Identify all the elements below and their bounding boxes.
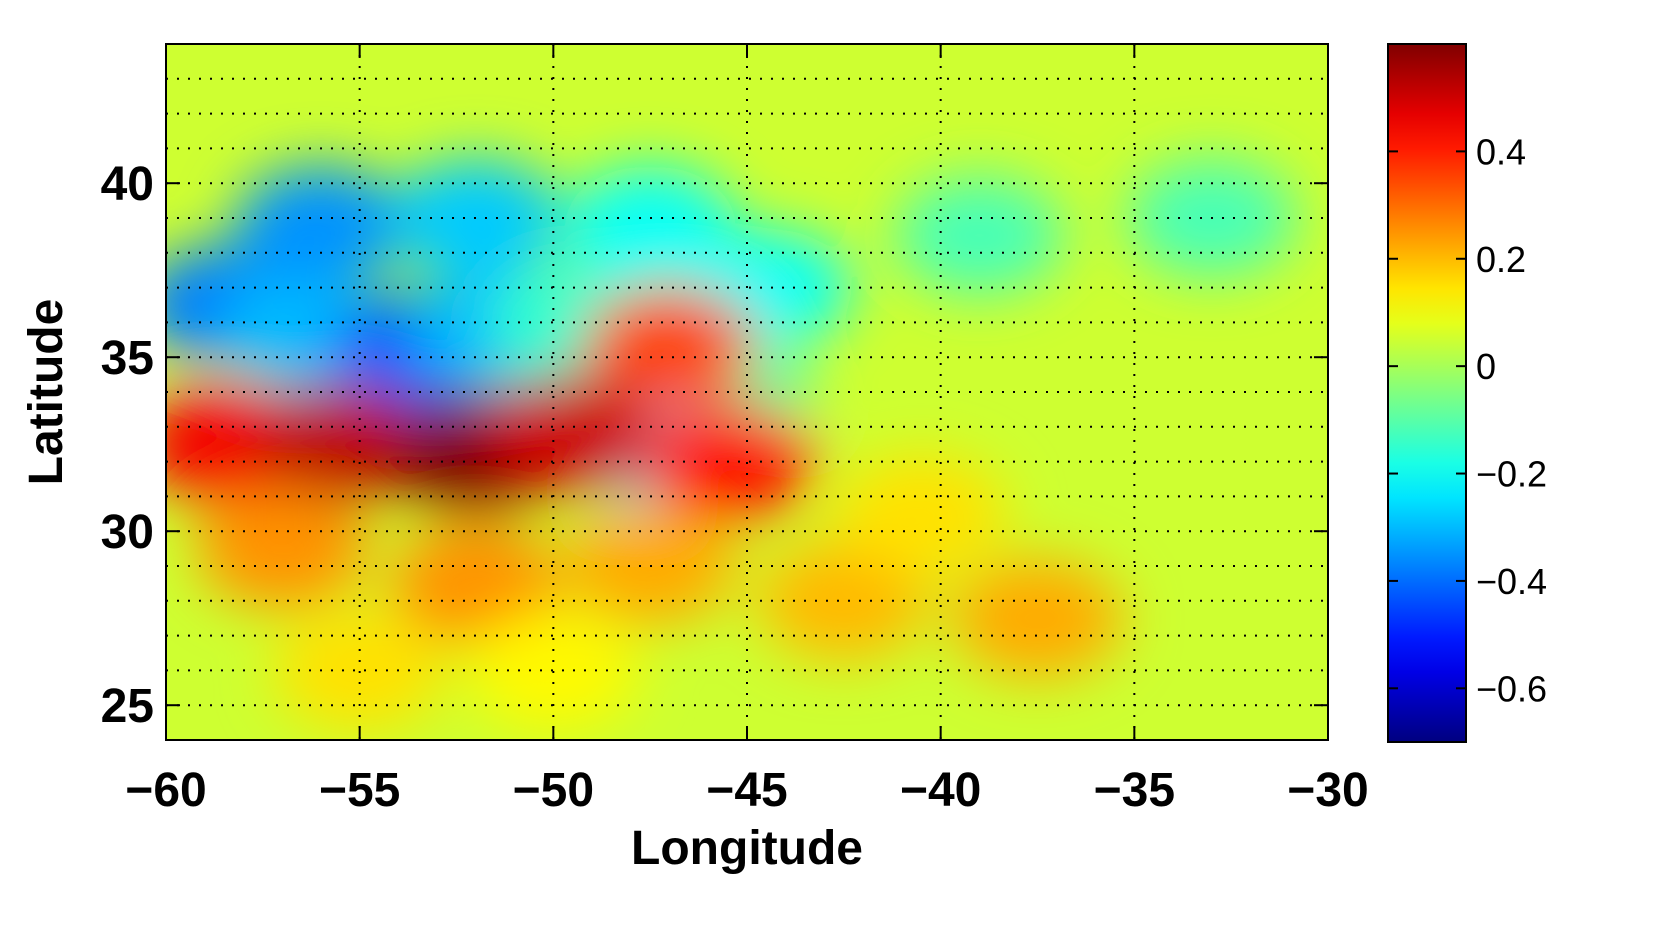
heatmap-cell-7 [564,165,736,285]
colorbar-tick-label: 0 [1476,346,1496,387]
colorbar-tick-label: −0.4 [1476,561,1547,602]
y-tick-label: 40 [101,158,154,211]
x-tick-label: −60 [125,764,206,817]
x-tick-label: −35 [1094,764,1175,817]
axis-ticks: −60 −55 −50 −45 −40 −35 −30 25 30 35 40 [101,44,1369,817]
heatmap-cell-20 [390,524,562,643]
x-tick-label: −45 [706,764,787,817]
x-tick-label: −30 [1287,764,1368,817]
heatmap-cell-22 [758,541,930,660]
x-tick-label: −40 [900,764,981,817]
y-tick-label: 35 [101,332,154,385]
heatmap-cell-24 [836,454,1007,573]
x-tick-label: −50 [513,764,594,817]
heatmap-cell-23 [952,559,1123,678]
heatmap-cell-9 [894,176,1065,295]
heatmap-cell-19 [196,489,368,608]
y-axis-label: Latitude [20,299,73,486]
grid-lines [166,44,1328,740]
heatmap-cell-15 [255,385,426,504]
heatmap-cell-26 [468,611,639,730]
heatmap-cell-13 [584,287,755,406]
heatmap-cell-25 [274,611,445,730]
heatmap-field [166,44,1328,740]
heatmap-cell-5 [235,165,407,285]
x-tick-label: −55 [319,764,400,817]
y-tick-label: 30 [101,506,154,559]
heatmap-cell-17 [487,374,658,493]
colorbar-gradient [1387,43,1467,743]
colorbar-tick-label: −0.2 [1476,454,1547,495]
y-tick-label: 25 [101,680,154,733]
colorbar-tick-label: −0.6 [1476,668,1547,709]
colorbar-tick-label: 0.4 [1476,131,1526,172]
x-axis-label: Longitude [631,822,863,875]
colorbar-tick-label: 0.2 [1476,239,1526,280]
colorbar: 0.4 0.2 0 −0.2 −0.4 −0.6 [1387,43,1547,743]
